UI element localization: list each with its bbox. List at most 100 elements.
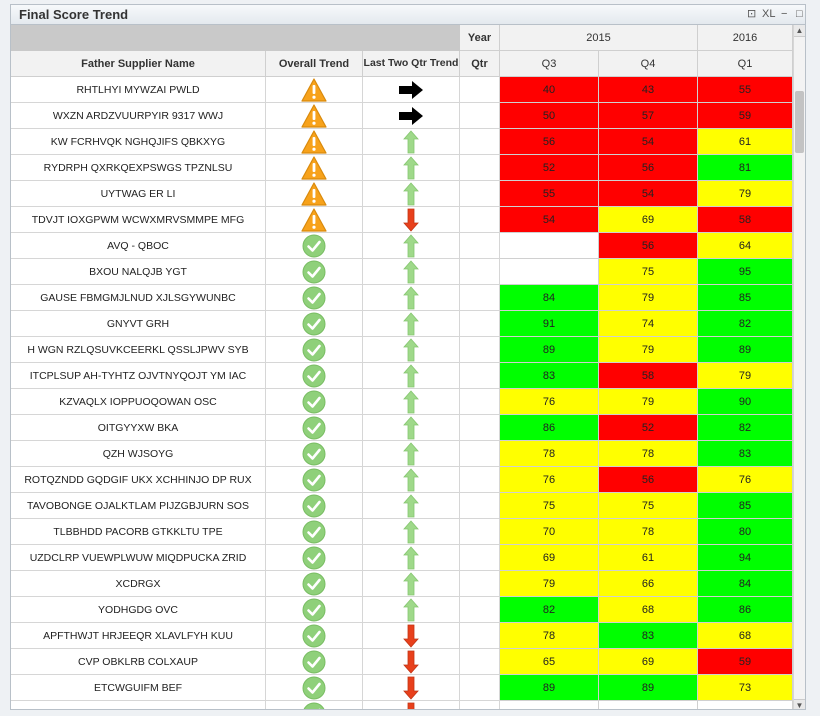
supplier-name[interactable]: RYDRPH QXRKQEXPSWGS TPZNLSU [11, 155, 266, 181]
score-cell-q3[interactable]: 82 [500, 597, 599, 623]
supplier-name[interactable]: QZH WJSOYG [11, 441, 266, 467]
score-cell-q1[interactable]: 64 [698, 233, 793, 259]
score-cell-q4[interactable]: 56 [599, 155, 698, 181]
score-cell-q1[interactable]: 80 [698, 519, 793, 545]
supplier-name[interactable]: TAVOBONGE OJALKTLAM PIJZGBJURN SOS [11, 493, 266, 519]
score-cell-q3[interactable]: 84 [500, 285, 599, 311]
score-cell-q3[interactable]: 75 [500, 493, 599, 519]
score-cell-q4[interactable]: 56 [599, 233, 698, 259]
score-cell-q3[interactable]: 83 [500, 363, 599, 389]
score-cell-q1[interactable]: 90 [698, 389, 793, 415]
score-cell-q4[interactable]: 78 [599, 441, 698, 467]
score-cell-q4[interactable]: 66 [599, 571, 698, 597]
score-cell-q1[interactable]: 82 [698, 415, 793, 441]
score-cell-q3[interactable]: 78 [500, 441, 599, 467]
score-cell-q4[interactable]: 52 [599, 415, 698, 441]
minimize-button[interactable]: − [781, 8, 788, 20]
score-cell-q4[interactable]: 79 [599, 285, 698, 311]
score-cell-q4[interactable]: 75 [599, 259, 698, 285]
supplier-name[interactable]: OITGYYXW BKA [11, 415, 266, 441]
scroll-up-icon[interactable]: ▲ [794, 25, 805, 37]
score-cell-q3[interactable]: 56 [500, 129, 599, 155]
score-cell-q1[interactable]: 95 [698, 259, 793, 285]
export-excel-button[interactable]: XL [762, 8, 776, 20]
score-cell-q4[interactable]: 89 [599, 675, 698, 701]
column-header-last-two-qtr[interactable]: Last Two Qtr Trend [363, 51, 460, 77]
score-cell-q3[interactable]: 89 [500, 337, 599, 363]
score-cell-q3[interactable]: 91 [500, 311, 599, 337]
supplier-name[interactable]: BXOU NALQJB YGT [11, 259, 266, 285]
score-cell-q4[interactable]: 68 [599, 597, 698, 623]
supplier-name[interactable]: ITCPLSUP AH-TYHTZ OJVTNYQOJT YM IAC [11, 363, 266, 389]
score-cell-q3[interactable]: 89 [500, 675, 599, 701]
score-cell-q3[interactable]: 69 [500, 545, 599, 571]
score-cell-q1[interactable]: 89 [698, 337, 793, 363]
score-cell-q1[interactable]: 84 [698, 571, 793, 597]
score-cell-q3[interactable]: 78 [500, 623, 599, 649]
supplier-name[interactable]: APFTHWJT HRJEEQR XLAVLFYH KUU [11, 623, 266, 649]
score-cell-q3[interactable]: 50 [500, 103, 599, 129]
score-cell-q3[interactable] [500, 701, 599, 709]
score-cell-q1[interactable]: 61 [698, 129, 793, 155]
maximize-button[interactable]: □ [796, 8, 803, 20]
scroll-thumb[interactable] [795, 91, 804, 153]
year-dimension-label[interactable]: Year [460, 25, 500, 51]
score-cell-q1[interactable]: 59 [698, 103, 793, 129]
supplier-name[interactable]: UZDCLRP VUEWPLWUW MIQDPUCKA ZRID [11, 545, 266, 571]
supplier-name[interactable]: KZVAQLX IOPPUOQOWAN OSC [11, 389, 266, 415]
restore-icon[interactable]: ⊡ [747, 8, 757, 20]
column-header-supplier[interactable]: Father Supplier Name [11, 51, 266, 77]
score-cell-q1[interactable]: 82 [698, 311, 793, 337]
score-cell-q4[interactable]: 43 [599, 77, 698, 103]
score-cell-q1[interactable]: 81 [698, 155, 793, 181]
supplier-name[interactable]: H WGN RZLQSUVKCEERKL QSSLJPWV SYB [11, 337, 266, 363]
score-cell-q4[interactable]: 54 [599, 181, 698, 207]
score-cell-q1[interactable]: 76 [698, 467, 793, 493]
supplier-name[interactable]: TLBBHDD PACORB GTKKLTU TPE [11, 519, 266, 545]
score-cell-q4[interactable]: 69 [599, 649, 698, 675]
score-cell-q3[interactable]: 65 [500, 649, 599, 675]
supplier-name[interactable]: AVQ - QBOC [11, 233, 266, 259]
score-cell-q1[interactable]: 94 [698, 545, 793, 571]
year-header-2016[interactable]: 2016 [698, 25, 793, 51]
score-cell-q3[interactable]: 70 [500, 519, 599, 545]
score-cell-q1[interactable]: 85 [698, 493, 793, 519]
supplier-name[interactable]: GAUSE FBMGMJLNUD XJLSGYWUNBC [11, 285, 266, 311]
score-cell-q1[interactable] [698, 701, 793, 709]
vertical-scrollbar[interactable]: ▲ ▼ [793, 25, 805, 710]
supplier-name[interactable]: XCDRGX [11, 571, 266, 597]
score-cell-q4[interactable]: 58 [599, 363, 698, 389]
score-cell-q3[interactable] [500, 259, 599, 285]
score-cell-q4[interactable]: 74 [599, 311, 698, 337]
score-cell-q4[interactable]: 78 [599, 519, 698, 545]
qtr-dimension-label[interactable]: Qtr [460, 51, 500, 77]
score-cell-q3[interactable]: 76 [500, 467, 599, 493]
score-cell-q4[interactable]: 83 [599, 623, 698, 649]
scroll-down-icon[interactable]: ▼ [794, 699, 805, 710]
score-cell-q4[interactable]: 61 [599, 545, 698, 571]
score-cell-q3[interactable]: 86 [500, 415, 599, 441]
supplier-name[interactable]: CLUNNOU [11, 701, 266, 709]
score-cell-q3[interactable]: 76 [500, 389, 599, 415]
score-cell-q1[interactable]: 83 [698, 441, 793, 467]
score-cell-q3[interactable] [500, 233, 599, 259]
score-cell-q1[interactable]: 79 [698, 181, 793, 207]
supplier-name[interactable]: ROTQZNDD GQDGIF UKX XCHHINJO DP RUX [11, 467, 266, 493]
score-cell-q4[interactable]: 57 [599, 103, 698, 129]
year-header-2015[interactable]: 2015 [500, 25, 698, 51]
score-cell-q3[interactable]: 52 [500, 155, 599, 181]
score-cell-q4[interactable]: 54 [599, 129, 698, 155]
supplier-name[interactable]: GNYVT GRH [11, 311, 266, 337]
supplier-name[interactable]: YODHGDG OVC [11, 597, 266, 623]
score-cell-q1[interactable]: 85 [698, 285, 793, 311]
quarter-header-q3[interactable]: Q3 [500, 51, 599, 77]
score-cell-q4[interactable]: 69 [599, 207, 698, 233]
supplier-name[interactable]: RHTLHYI MYWZAI PWLD [11, 77, 266, 103]
score-cell-q4[interactable] [599, 701, 698, 709]
score-cell-q1[interactable]: 59 [698, 649, 793, 675]
column-header-overall-trend[interactable]: Overall Trend [266, 51, 363, 77]
quarter-header-q1[interactable]: Q1 [698, 51, 793, 77]
score-cell-q1[interactable]: 55 [698, 77, 793, 103]
score-cell-q4[interactable]: 56 [599, 467, 698, 493]
score-cell-q1[interactable]: 58 [698, 207, 793, 233]
